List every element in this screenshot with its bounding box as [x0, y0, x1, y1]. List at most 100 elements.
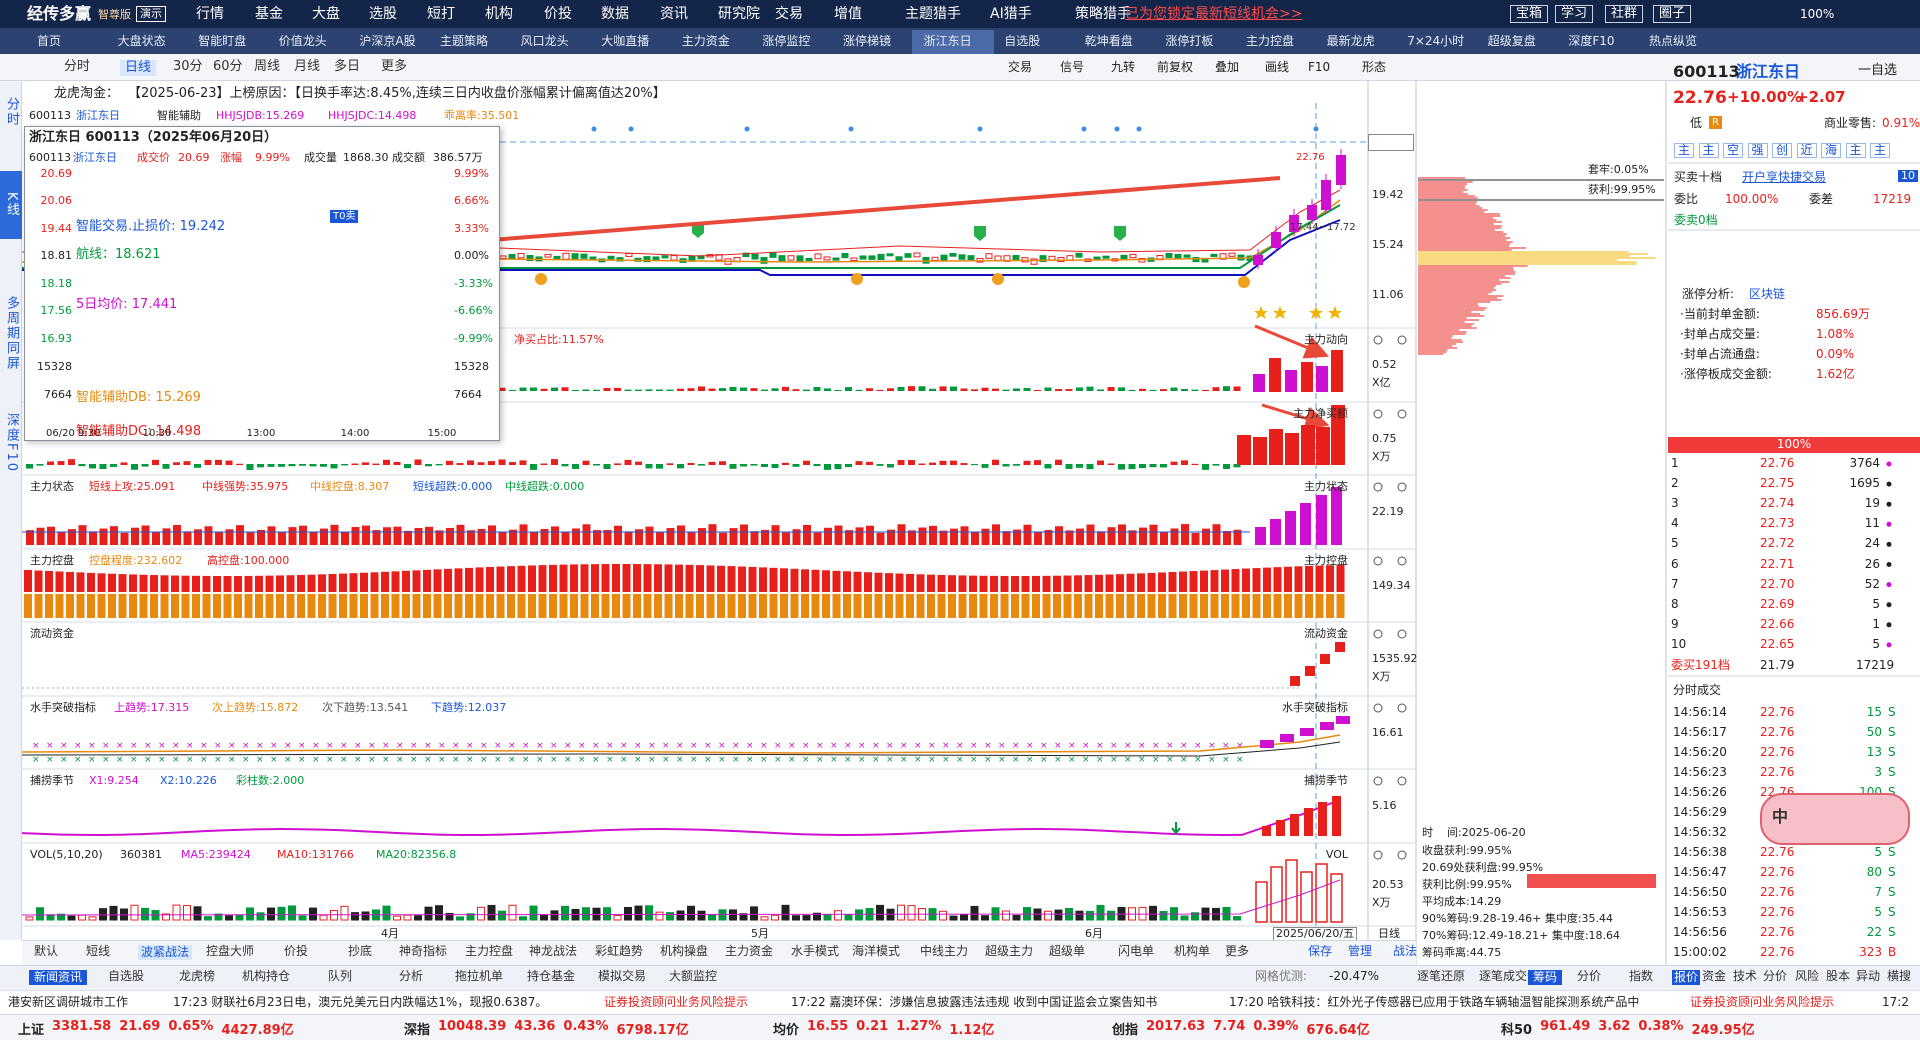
news-tab[interactable]: 新闻资讯: [29, 970, 88, 986]
ticker-item[interactable]: 港安新区调研城市工作: [8, 995, 129, 1009]
signal-button[interactable]: 创: [1772, 143, 1793, 159]
menu-item[interactable]: 大盘: [312, 6, 340, 22]
signal-button[interactable]: 近: [1796, 143, 1817, 159]
menu-item[interactable]: AI猎手: [990, 6, 1032, 22]
menu-item[interactable]: 数据: [601, 6, 629, 22]
menu-item[interactable]: 交易: [775, 6, 803, 22]
sidebar-item[interactable]: 多周期同屏: [4, 295, 19, 371]
news-tab[interactable]: 拖拉机单: [455, 969, 504, 983]
tab[interactable]: 深度F10: [1568, 34, 1615, 48]
menu-item[interactable]: 策略猎手: [1075, 6, 1131, 22]
tab[interactable]: 自选股: [1004, 34, 1041, 48]
ticker-item[interactable]: 17:2: [1882, 995, 1909, 1009]
menu-item[interactable]: 行情: [196, 6, 224, 22]
strategy-action[interactable]: 战法: [1393, 944, 1418, 958]
ticker-item[interactable]: 证券投资顾问业务风险提示: [604, 995, 749, 1009]
quote-tab[interactable]: 异动: [1856, 969, 1881, 983]
sidebar-item[interactable]: 分时: [4, 97, 19, 127]
tab[interactable]: 最新龙虎: [1326, 34, 1375, 48]
strategy-tab[interactable]: 短线: [86, 944, 111, 958]
tab[interactable]: 主力控盘: [1246, 34, 1295, 48]
period-button[interactable]: 更多: [381, 59, 408, 74]
tool-button[interactable]: F10: [1308, 60, 1331, 74]
ticker-item[interactable]: 证券投资顾问业务风险提示: [1690, 995, 1835, 1009]
tab[interactable]: 浙江东日: [923, 34, 972, 48]
menu-item[interactable]: 资讯: [660, 6, 688, 22]
news-tab[interactable]: 模拟交易: [598, 969, 647, 983]
news-tab[interactable]: 机构持仓: [242, 969, 291, 983]
ticker-item[interactable]: 17:22 嘉澳环保：涉嫌信息披露违法违规 收到中国证监会立案告知书: [791, 995, 1158, 1009]
detail-tab[interactable]: 指数: [1629, 969, 1654, 983]
tool-button[interactable]: 形态: [1362, 60, 1387, 74]
menu-item[interactable]: 基金: [255, 6, 283, 22]
menu-item[interactable]: 增值: [834, 6, 862, 22]
menu-button[interactable]: 宝箱: [1510, 5, 1549, 24]
strategy-tab[interactable]: 海洋模式: [852, 944, 901, 958]
tool-button[interactable]: 信号: [1060, 60, 1085, 74]
tab[interactable]: 智能盯盘: [198, 34, 247, 48]
period-button[interactable]: 月线: [294, 59, 321, 74]
strategy-tab[interactable]: 超级单: [1049, 944, 1086, 958]
tab[interactable]: 沪深京A股: [359, 34, 416, 48]
strategy-tab[interactable]: 彩虹趋势: [595, 944, 644, 958]
tab[interactable]: 涨停打板: [1165, 34, 1214, 48]
signal-button[interactable]: 主: [1674, 143, 1695, 159]
news-tab[interactable]: 大额监控: [669, 969, 718, 983]
strategy-tab[interactable]: 机构操盘: [660, 944, 709, 958]
watch-button[interactable]: 一自选: [1858, 63, 1898, 78]
strategy-tab[interactable]: 主力控盘: [465, 944, 514, 958]
strategy-tab[interactable]: 闪电单: [1118, 944, 1155, 958]
menu-item[interactable]: 主题猎手: [905, 6, 961, 22]
strategy-action[interactable]: 保存: [1308, 944, 1333, 958]
detail-tab[interactable]: 分价: [1577, 969, 1602, 983]
quote-tab[interactable]: 横搜: [1887, 969, 1912, 983]
strategy-action[interactable]: 管理: [1348, 944, 1373, 958]
tool-button[interactable]: 前复权: [1157, 60, 1194, 74]
menu-item[interactable]: 机构: [485, 6, 513, 22]
tool-button[interactable]: 九转: [1111, 60, 1136, 74]
tab[interactable]: 首页: [37, 34, 62, 48]
signal-button[interactable]: 海: [1821, 143, 1842, 159]
strategy-tab[interactable]: 神奇指标: [399, 944, 448, 958]
menu-item[interactable]: 研究院: [718, 6, 760, 22]
news-tab[interactable]: 龙虎榜: [179, 969, 216, 983]
tab[interactable]: 涨停监控: [762, 34, 811, 48]
strategy-tab[interactable]: 主力资金: [725, 944, 774, 958]
menu-button[interactable]: 学习: [1555, 5, 1594, 24]
menu-item[interactable]: 价投: [544, 6, 572, 22]
ticker-item[interactable]: 17:23 财联社6月23日电，澳元兑美元日内跌幅达1%，现报0.6387。: [173, 995, 548, 1009]
tab[interactable]: 价值龙头: [278, 34, 327, 48]
strategy-tab[interactable]: 价投: [284, 944, 309, 958]
signal-button[interactable]: 主: [1845, 143, 1866, 159]
strategy-tab[interactable]: 波紧战法: [138, 945, 193, 961]
tab[interactable]: 主力资金: [681, 34, 730, 48]
tab[interactable]: 乾坤看盘: [1084, 34, 1133, 48]
news-tab[interactable]: 持仓基金: [527, 969, 576, 983]
menu-item[interactable]: 选股: [369, 6, 397, 22]
detail-tab[interactable]: 逐笔还原: [1417, 969, 1466, 983]
quote-tab[interactable]: 资金: [1702, 969, 1727, 983]
strategy-tab[interactable]: 控盘大师: [206, 944, 255, 958]
detail-tab[interactable]: 筹码: [1528, 970, 1563, 986]
period-button[interactable]: 30分: [173, 59, 203, 74]
tool-button[interactable]: 交易: [1008, 60, 1033, 74]
menu-button[interactable]: 社群: [1605, 5, 1644, 24]
tab[interactable]: 7×24小时: [1407, 34, 1465, 48]
tab[interactable]: 热点纵览: [1649, 34, 1698, 48]
strategy-tab[interactable]: 更多: [1225, 944, 1250, 958]
signal-button[interactable]: 强: [1747, 143, 1768, 159]
quote-tab[interactable]: 技术: [1733, 969, 1758, 983]
news-tab[interactable]: 自选股: [108, 969, 145, 983]
signal-button[interactable]: 主: [1870, 143, 1891, 159]
open-account[interactable]: 开户享快捷交易: [1742, 170, 1827, 184]
tool-button[interactable]: 画线: [1265, 60, 1290, 74]
strategy-tab[interactable]: 水手模式: [791, 944, 840, 958]
sidebar-item[interactable]: 深度F10: [4, 412, 19, 474]
promo-link[interactable]: 已为您锁定最新短线机会>>: [1125, 6, 1303, 22]
tab[interactable]: 超级复盘: [1487, 34, 1536, 48]
quote-tab[interactable]: 风险: [1795, 969, 1820, 983]
strategy-tab[interactable]: 神龙战法: [529, 944, 578, 958]
strategy-tab[interactable]: 超级主力: [985, 944, 1034, 958]
quote-tab[interactable]: 分价: [1763, 969, 1788, 983]
strategy-tab[interactable]: 中线主力: [920, 944, 969, 958]
